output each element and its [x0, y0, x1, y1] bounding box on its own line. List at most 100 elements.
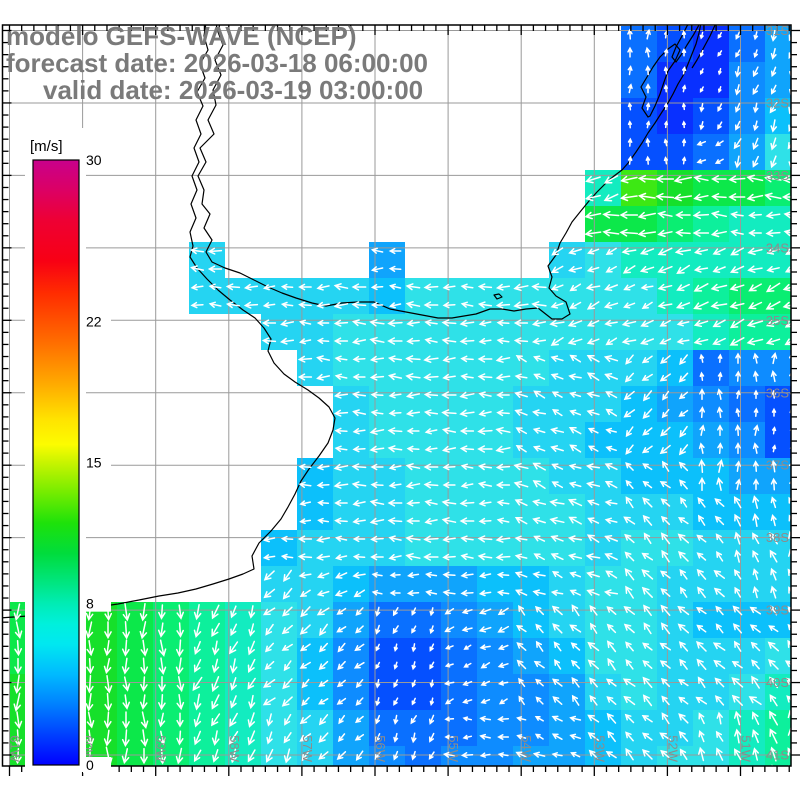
wave-direction-arrow	[663, 84, 669, 93]
wave-direction-arrow	[371, 589, 383, 596]
wave-direction-arrow	[662, 769, 670, 777]
wave-cell	[441, 674, 477, 710]
wave-direction-arrow	[230, 677, 237, 691]
wave-direction-arrow	[637, 192, 656, 201]
wave-direction-arrow	[387, 337, 403, 345]
wave-cell	[513, 386, 549, 422]
wave-direction-arrow	[642, 497, 653, 508]
wave-cell	[729, 422, 765, 458]
wave-direction-arrow	[85, 692, 94, 712]
wave-cell	[621, 278, 657, 314]
lat-label: 31S	[766, 23, 789, 38]
wave-direction-arrow	[625, 731, 634, 742]
wave-direction-arrow	[266, 731, 273, 745]
wave-direction-arrow	[423, 301, 439, 309]
wave-direction-arrow	[299, 624, 311, 635]
wave-direction-arrow	[212, 640, 220, 656]
wave-cell	[333, 602, 369, 638]
wave-direction-arrow	[770, 119, 778, 133]
wave-direction-arrow	[369, 499, 385, 507]
wave-direction-arrow	[354, 715, 364, 724]
wave-direction-arrow	[533, 355, 546, 362]
wave-direction-arrow	[281, 696, 293, 707]
wave-direction-arrow	[606, 623, 617, 634]
wave-direction-arrow	[661, 695, 670, 706]
wave-direction-arrow	[657, 210, 673, 219]
wave-direction-arrow	[425, 589, 438, 596]
wave-direction-arrow	[717, 32, 723, 40]
wave-cell	[441, 530, 477, 566]
wave-cell	[405, 278, 441, 314]
wave-direction-arrow	[695, 640, 707, 652]
wave-direction-arrow	[678, 696, 689, 705]
wave-direction-arrow	[460, 301, 474, 308]
wave-direction-arrow	[515, 444, 527, 453]
wave-direction-arrow	[751, 675, 760, 689]
wave-direction-arrow	[749, 624, 761, 633]
wave-direction-arrow	[681, 66, 687, 75]
wave-cell	[585, 422, 621, 458]
wave-direction-arrow	[748, 696, 762, 705]
wave-direction-arrow	[770, 370, 777, 383]
wave-direction-arrow	[460, 283, 474, 291]
wave-direction-arrow	[787, 142, 791, 150]
wave-direction-arrow	[442, 553, 456, 561]
wave-direction-arrow	[781, 175, 791, 184]
wave-direction-arrow	[697, 586, 706, 599]
wave-direction-arrow	[749, 606, 762, 615]
wave-direction-arrow	[735, 352, 741, 364]
wave-direction-arrow	[498, 698, 508, 705]
wave-direction-arrow	[298, 319, 312, 326]
wave-direction-arrow	[423, 463, 439, 471]
wave-cell	[405, 710, 441, 746]
wave-direction-arrow	[766, 248, 780, 255]
wave-direction-arrow	[550, 427, 565, 435]
wave-direction-arrow	[337, 642, 346, 653]
wave-direction-arrow	[699, 31, 704, 40]
wave-cell	[477, 314, 513, 350]
wave-direction-arrow	[392, 625, 399, 635]
wave-direction-arrow	[585, 463, 601, 471]
wave-direction-arrow	[698, 442, 705, 454]
wave-direction-arrow	[605, 678, 617, 687]
wave-direction-arrow	[571, 694, 580, 706]
wave-direction-arrow	[477, 373, 493, 381]
wave-direction-arrow	[567, 535, 583, 543]
wave-cell	[585, 566, 621, 602]
wave-direction-arrow	[460, 571, 474, 579]
wave-direction-arrow	[462, 716, 473, 722]
wave-direction-arrow	[621, 319, 637, 327]
wave-direction-arrow	[569, 283, 582, 292]
wave-cell	[621, 314, 657, 350]
wave-cell	[297, 350, 333, 386]
wave-direction-arrow	[192, 676, 203, 692]
wave-cell	[369, 458, 405, 494]
wave-direction-arrow	[478, 391, 492, 399]
wave-direction-arrow	[589, 605, 598, 616]
wave-direction-arrow	[495, 373, 511, 381]
wave-direction-arrow	[230, 695, 237, 709]
wave-direction-arrow	[642, 463, 653, 471]
wave-cell	[657, 62, 693, 98]
wave-direction-arrow	[103, 658, 112, 675]
wave-direction-arrow	[534, 605, 545, 616]
lat-label: 40S	[766, 675, 789, 690]
wave-direction-arrow	[463, 644, 472, 650]
wave-cell	[117, 746, 153, 766]
wave-cell	[729, 206, 765, 242]
wave-direction-arrow	[550, 535, 564, 542]
wave-cell	[765, 350, 791, 386]
wave-direction-arrow	[678, 444, 689, 456]
wave-direction-arrow	[768, 625, 779, 633]
wave-direction-arrow	[735, 389, 741, 399]
wave-direction-arrow	[514, 409, 528, 416]
wave-direction-arrow	[693, 283, 709, 292]
wave-direction-arrow	[625, 641, 634, 652]
wave-direction-arrow	[659, 570, 671, 579]
wave-cell	[657, 98, 693, 134]
wave-direction-arrow	[262, 697, 276, 706]
wave-direction-arrow	[637, 174, 656, 183]
wave-direction-arrow	[699, 103, 705, 113]
lon-label: 54W	[519, 735, 534, 762]
wave-direction-arrow	[551, 481, 564, 489]
